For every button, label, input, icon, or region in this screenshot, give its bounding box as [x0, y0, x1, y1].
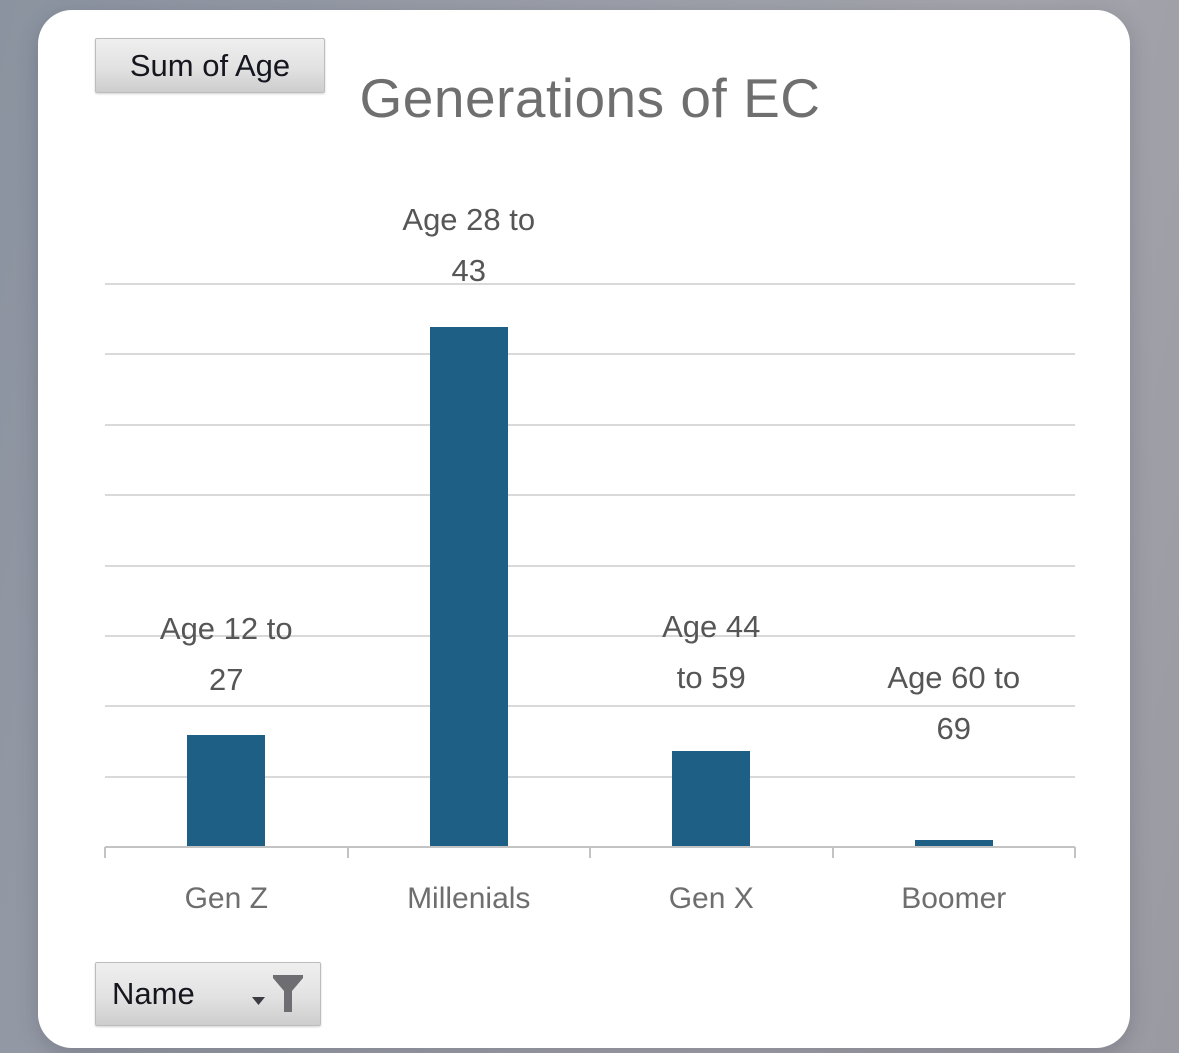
data-label-line: Age 12 to	[159, 611, 293, 646]
axis-tick	[831, 847, 834, 858]
data-label-line: to 59	[676, 660, 746, 695]
axis-label-gen-x: Gen X	[668, 882, 754, 915]
gridline	[105, 353, 1075, 356]
bar-boomer[interactable]	[914, 839, 993, 846]
column-gen-x: Age 44 to 59	[590, 283, 833, 846]
data-label-line: 43	[451, 253, 486, 288]
axis-field-button-icons	[251, 974, 304, 1014]
value-field-button-label: Sum of Age	[129, 47, 291, 83]
column-gen-z: Age 12 to 27	[105, 283, 348, 846]
gridline	[105, 705, 1075, 708]
axis-tick	[346, 847, 349, 858]
category-axis-labels: Gen Z Millenials Gen X Boomer	[105, 882, 1075, 916]
plot-area: Age 12 to 27 Age 28 to 43 Age 44 to 59	[104, 202, 1076, 858]
data-label-millenials: Age 28 to 43	[309, 194, 629, 296]
gridline	[105, 423, 1075, 426]
filter-funnel-icon	[273, 975, 303, 1012]
gridline	[105, 494, 1075, 497]
data-label-line: Age 44	[662, 609, 761, 644]
gridline	[105, 775, 1075, 778]
data-label-line: Age 28 to	[402, 202, 536, 237]
chart-card[interactable]: Sum of Age Generations of EC Age 12 to 2…	[38, 10, 1130, 1048]
data-label-gen-z: Age 12 to 27	[66, 603, 386, 705]
axis-label-millenials: Millenials	[407, 882, 531, 915]
column-millenials: Age 28 to 43	[348, 202, 591, 846]
gridline	[105, 564, 1075, 567]
gridline	[105, 634, 1075, 637]
axis-label-gen-z: Gen Z	[184, 882, 268, 915]
caret-down-icon	[252, 997, 265, 1005]
bar-millenials[interactable]	[429, 327, 508, 846]
bar-gen-x[interactable]	[672, 751, 751, 846]
data-label-line: Age 60 to	[887, 660, 1021, 695]
data-label-boomer: Age 60 to 69	[794, 652, 1114, 754]
gridline	[105, 283, 1075, 285]
value-field-button[interactable]: Sum of Age	[95, 38, 325, 93]
axis-label-boomer: Boomer	[901, 882, 1007, 915]
axis-tick	[104, 847, 106, 858]
axis-tick	[589, 847, 591, 858]
axis-field-button-label: Name	[112, 976, 195, 1011]
data-label-line: 69	[936, 711, 971, 746]
data-label-line: 27	[209, 662, 244, 697]
chart-title: Generations of EC	[359, 67, 821, 129]
bar-gen-z[interactable]	[187, 734, 266, 846]
axis-field-button[interactable]: Name	[95, 962, 321, 1026]
axis-tick	[1074, 847, 1076, 858]
data-label-gen-x: Age 44 to 59	[551, 601, 871, 703]
column-boomer: Age 60 to 69	[833, 283, 1076, 846]
plot-columns: Age 12 to 27 Age 28 to 43 Age 44 to 59	[105, 202, 1076, 846]
